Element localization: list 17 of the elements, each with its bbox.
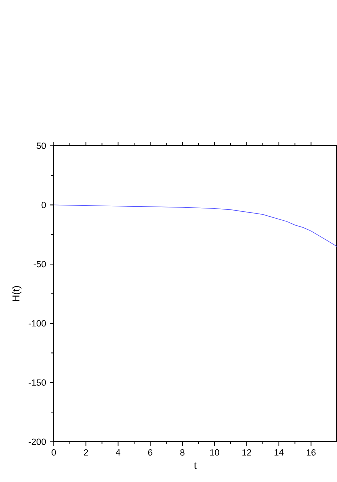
x-tick-label: 4 — [116, 450, 121, 456]
y-tick-label: -200 — [28, 438, 46, 446]
x-axis-title: t — [194, 462, 197, 470]
x-tick-label: 16 — [306, 450, 316, 456]
x-tick-label: 6 — [148, 450, 153, 456]
x-tick-label: 10 — [210, 450, 220, 456]
y-tick-label: -100 — [28, 320, 46, 327]
y-tick-label: -150 — [28, 380, 46, 386]
y-tick-label: 50 — [36, 142, 46, 150]
y-tick-label: 0 — [42, 202, 46, 208]
x-tick-label: 12 — [242, 450, 252, 456]
x-tick-label: 14 — [274, 450, 284, 456]
y-tick-label: -50 — [34, 261, 46, 268]
x-tick-label: 0 — [52, 450, 56, 456]
y-axis-title: H(t) — [12, 286, 22, 302]
x-tick-label: 2 — [84, 450, 88, 456]
x-tick-label: 8 — [180, 450, 185, 456]
